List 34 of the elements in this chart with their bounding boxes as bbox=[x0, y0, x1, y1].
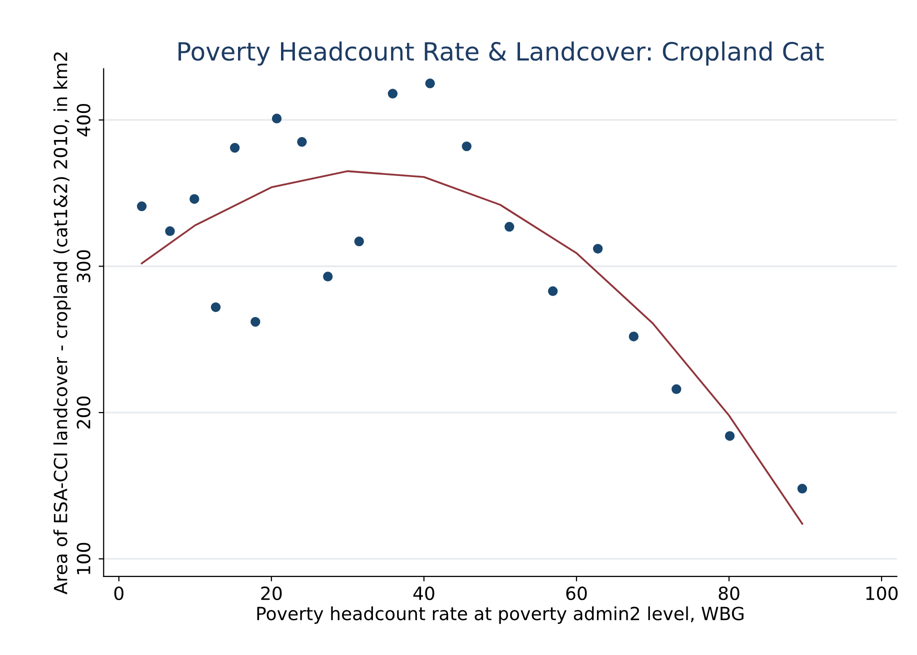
x-tick-label: 60 bbox=[566, 586, 587, 600]
point bbox=[230, 142, 240, 153]
point bbox=[136, 201, 147, 212]
point bbox=[425, 78, 435, 88]
point bbox=[672, 384, 682, 394]
point bbox=[354, 236, 364, 246]
y-axis-title: Area of ESA-CCI landcover - cropland (cat1&2) 2010, in km2 bbox=[53, 52, 71, 594]
line-series bbox=[140, 170, 804, 525]
x-tick-label: 40 bbox=[413, 586, 434, 600]
point bbox=[210, 302, 221, 312]
y-tick-label: 100 bbox=[76, 542, 90, 574]
point bbox=[322, 272, 333, 282]
point bbox=[190, 194, 200, 204]
x-tick-label: 80 bbox=[718, 586, 740, 600]
point bbox=[628, 332, 639, 342]
point bbox=[272, 114, 282, 124]
point bbox=[797, 484, 808, 494]
point bbox=[165, 226, 175, 236]
x-tick-label: 0 bbox=[114, 586, 124, 600]
point bbox=[297, 137, 307, 147]
point bbox=[250, 316, 260, 327]
x-tick-label: 20 bbox=[261, 586, 282, 600]
point bbox=[724, 431, 735, 441]
y-tick-label: 300 bbox=[76, 250, 90, 282]
chart-title: Poverty Headcount Rate & Landcover: Cropland Cat bbox=[178, 41, 824, 66]
point bbox=[504, 222, 514, 232]
point bbox=[548, 286, 558, 296]
point bbox=[592, 244, 603, 254]
point bbox=[462, 141, 472, 152]
x-axis-title: Poverty headcount rate at poverty admin2 level, WBG bbox=[257, 606, 744, 624]
y-tick-label: 200 bbox=[76, 396, 90, 428]
point bbox=[388, 88, 398, 99]
y-tick-label: 400 bbox=[76, 104, 90, 136]
x-tick-label: 100 bbox=[866, 586, 898, 600]
